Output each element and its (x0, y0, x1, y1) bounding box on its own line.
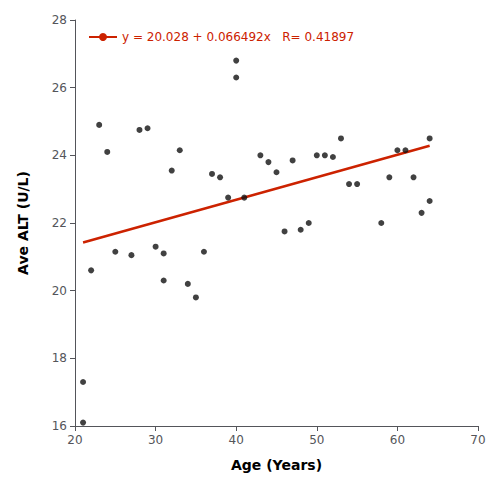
svg-text:26: 26 (52, 81, 67, 95)
svg-text:40: 40 (229, 433, 244, 447)
svg-text:18: 18 (52, 351, 67, 365)
svg-text:Ave ALT (U/L): Ave ALT (U/L) (15, 171, 31, 275)
svg-text:30: 30 (148, 433, 163, 447)
svg-text:y = 20.028 + 0.066492x R= 0.: y = 20.028 + 0.066492x R= 0.41897 (122, 30, 354, 44)
svg-text:28: 28 (52, 13, 67, 27)
svg-text:50: 50 (309, 433, 324, 447)
svg-text:70: 70 (470, 433, 485, 447)
svg-text:22: 22 (52, 216, 67, 230)
svg-text:60: 60 (390, 433, 405, 447)
svg-text:20: 20 (52, 284, 67, 298)
svg-text:16: 16 (52, 419, 67, 433)
svg-text:Age (Years): Age (Years) (231, 457, 322, 473)
svg-text:20: 20 (67, 433, 82, 447)
svg-text:24: 24 (52, 148, 67, 162)
